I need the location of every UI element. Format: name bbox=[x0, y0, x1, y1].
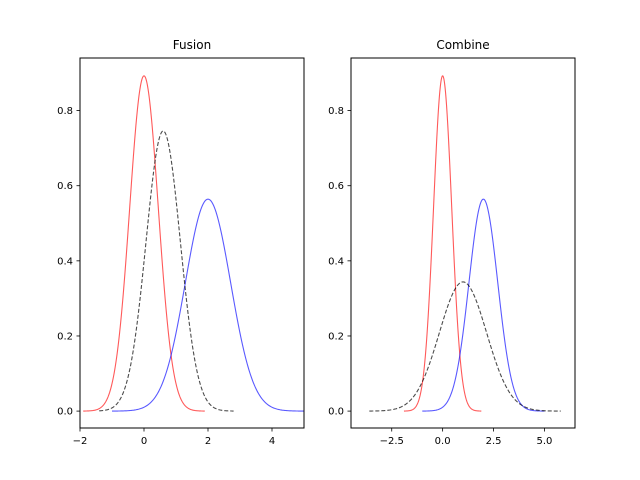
y-ticks-combine: 0.0 0.2 0.4 0.6 0.8 bbox=[328, 106, 351, 418]
plot-area-fusion bbox=[80, 58, 304, 428]
x-tick-label: 0 bbox=[141, 436, 147, 447]
y-tick-label: 0.8 bbox=[57, 106, 73, 117]
curve-combine-blue bbox=[422, 198, 545, 412]
subplot-fusion: Fusion −2 0 2 4 0.0 0.2 0.4 0.6 0.8 bbox=[57, 38, 305, 447]
x-tick-label: −2 bbox=[73, 436, 88, 447]
x-ticks-fusion: −2 0 2 4 bbox=[73, 428, 275, 447]
x-tick-label: −2.5 bbox=[380, 436, 404, 447]
axes-frame-combine bbox=[350, 57, 576, 429]
axes-frame-fusion bbox=[79, 57, 305, 429]
curve-fusion-blue bbox=[112, 198, 304, 412]
y-tick-label: 0.0 bbox=[328, 407, 344, 418]
subplot-title-fusion: Fusion bbox=[173, 38, 211, 52]
plot-area-combine bbox=[351, 58, 575, 428]
y-ticks-fusion: 0.0 0.2 0.4 0.6 0.8 bbox=[57, 106, 80, 418]
subplot-title-combine: Combine bbox=[436, 38, 489, 52]
x-tick-label: 4 bbox=[269, 436, 275, 447]
y-tick-label: 0.0 bbox=[57, 407, 73, 418]
curve-fusion-red bbox=[83, 75, 205, 412]
y-tick-label: 0.2 bbox=[328, 331, 344, 342]
y-tick-label: 0.2 bbox=[57, 331, 73, 342]
curves-combine bbox=[369, 75, 561, 412]
x-tick-label: 2.5 bbox=[486, 436, 502, 447]
x-tick-label: 5.0 bbox=[537, 436, 553, 447]
y-tick-label: 0.4 bbox=[328, 256, 344, 267]
x-tick-label: 0.0 bbox=[435, 436, 451, 447]
curve-combine-red bbox=[403, 75, 482, 412]
x-ticks-combine: −2.5 0.0 2.5 5.0 bbox=[380, 428, 553, 447]
subplot-combine: Combine −2.5 0.0 2.5 5.0 0.0 0.2 0.4 0.6 0.8 bbox=[328, 38, 576, 447]
curve-fusion-dashed bbox=[99, 130, 234, 412]
curves-fusion bbox=[83, 75, 304, 412]
y-tick-label: 0.6 bbox=[328, 181, 344, 192]
y-tick-label: 0.6 bbox=[57, 181, 73, 192]
y-tick-label: 0.4 bbox=[57, 256, 73, 267]
y-tick-label: 0.8 bbox=[328, 106, 344, 117]
curve-combine-dashed bbox=[369, 281, 561, 412]
x-tick-label: 2 bbox=[205, 436, 211, 447]
